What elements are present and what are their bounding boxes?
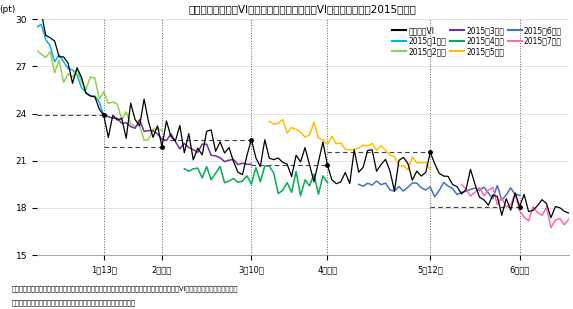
Text: （出所）日本経済新聞社、大阪取引所公表データより、大合総研作成: （出所）日本経済新聞社、大阪取引所公表データより、大合総研作成 <box>11 299 135 306</box>
Y-axis label: (pt): (pt) <box>0 5 15 15</box>
Text: （注）グラフ中の縦点線は、各先物の取引最終日を指す。横点線は、各満期における日経平均VIの水準を延って引いたもの。: （注）グラフ中の縦点線は、各先物の取引最終日を指す。横点線は、各満期における日経… <box>11 286 238 292</box>
Legend: 日経平均VI, 2015年1月限, 2015年2月限, 2015年3月限, 2015年4月限, 2015年5月限, 2015年6月限, 2015年7月限: 日経平均VI, 2015年1月限, 2015年2月限, 2015年3月限, 20… <box>389 23 565 59</box>
Title: 図表２　日経平均VI先物第１限月と日経平均VIの終値の推移（2015年～）: 図表２ 日経平均VI先物第１限月と日経平均VIの終値の推移（2015年～） <box>189 4 417 14</box>
